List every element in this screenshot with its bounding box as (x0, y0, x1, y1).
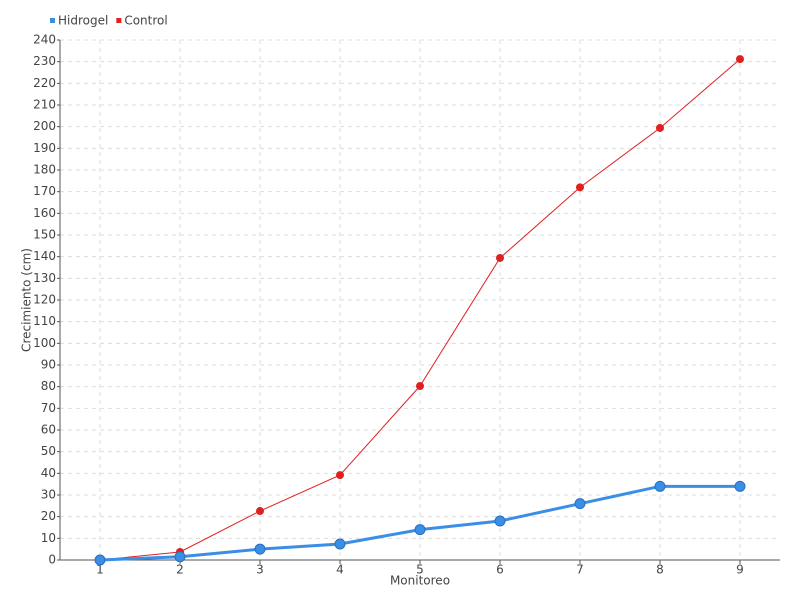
x-tick-label: 6 (496, 563, 504, 577)
x-tick-label: 4 (336, 563, 344, 577)
y-tick-label: 90 (41, 358, 56, 372)
y-tick-label: 0 (48, 553, 56, 567)
y-tick-label: 120 (33, 293, 56, 307)
y-tick-label: 190 (33, 141, 56, 155)
x-tick-label: 1 (96, 563, 104, 577)
y-tick-label: 230 (33, 54, 56, 68)
y-tick-label: 50 (41, 444, 56, 458)
y-axis-label: Crecimiento (cm) (20, 248, 34, 352)
y-tick-label: 60 (41, 423, 56, 437)
point (256, 507, 264, 516)
point (736, 55, 744, 64)
point (654, 480, 666, 492)
x-tick-label: 8 (656, 563, 664, 577)
legend-label: Hidrogel (58, 14, 108, 28)
point (656, 123, 664, 132)
y-tick-label: 130 (33, 271, 56, 285)
y-tick-label: 30 (41, 488, 56, 502)
point (254, 543, 266, 555)
y-tick-label: 110 (33, 314, 56, 328)
y-tick-label: 220 (33, 76, 56, 90)
x-tick-label: 3 (256, 563, 264, 577)
legend-swatch (116, 18, 122, 23)
y-tick-label: 40 (41, 466, 56, 480)
y-tick-label: 70 (41, 401, 56, 415)
y-tick-label: 150 (33, 228, 56, 242)
x-tick-label: 2 (176, 563, 184, 577)
point (734, 480, 746, 492)
y-tick-label: 180 (33, 163, 56, 177)
y-tick-label: 100 (33, 336, 56, 350)
y-tick-label: 240 (33, 33, 56, 47)
point (576, 183, 584, 192)
y-tick-label: 10 (41, 531, 56, 545)
point (334, 538, 346, 550)
point (94, 554, 106, 566)
point (496, 253, 504, 262)
y-tick-label: 170 (33, 184, 56, 198)
x-tick-label: 5 (416, 563, 424, 577)
legend-label: Control (124, 14, 167, 28)
point (494, 515, 506, 527)
y-tick-label: 160 (33, 206, 56, 220)
y-tick-label: 200 (33, 119, 56, 133)
point (336, 471, 344, 480)
x-tick-label: 9 (736, 563, 744, 577)
legend-swatch (50, 18, 55, 23)
y-tick-label: 210 (33, 98, 56, 112)
x-axis-label: Monitoreo (390, 574, 450, 588)
y-tick-label: 20 (41, 509, 56, 523)
series-line (99, 58, 741, 561)
point (414, 524, 426, 536)
point (416, 382, 424, 391)
y-tick-label: 80 (41, 379, 56, 393)
point (174, 551, 186, 563)
point (574, 498, 586, 510)
y-tick-label: 140 (33, 249, 56, 263)
x-tick-label: 7 (576, 563, 584, 577)
